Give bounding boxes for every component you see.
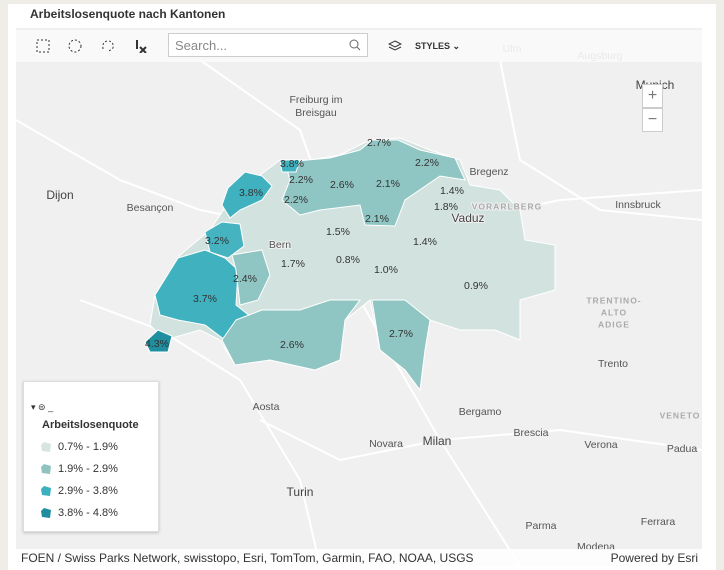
canton-label: 4.3% [145, 338, 169, 350]
styles-button[interactable]: STYLES ⌄ [415, 41, 461, 51]
legend-label: 3.8% - 4.8% [58, 507, 118, 519]
canton-label: 0.9% [464, 280, 488, 292]
place-label: TRENTINO- [586, 295, 641, 305]
attribution-bar: FOEN / Swiss Parks Network, swisstopo, E… [16, 549, 702, 566]
place-label: Ferrara [641, 516, 676, 528]
attribution: FOEN / Swiss Parks Network, swisstopo, E… [21, 551, 474, 565]
search-placeholder: Search... [175, 38, 228, 53]
place-label: Breisgau [295, 107, 337, 119]
place-label: Dijon [46, 188, 73, 202]
canton-label: 2.1% [365, 213, 389, 225]
layers-icon[interactable] [388, 39, 402, 53]
canton-label: 1.5% [326, 226, 350, 238]
legend: ▾ ⊜ _ Arbeitslosenquote 0.7% - 1.9% 1.9% … [23, 381, 159, 532]
legend-layer: _ [48, 402, 54, 412]
cantons [144, 137, 556, 392]
place-label: VENETO [660, 410, 701, 420]
clear-selection[interactable] [134, 39, 148, 53]
zoom-out[interactable]: − [642, 108, 663, 132]
canton-label: 2.2% [284, 194, 308, 206]
place-label: Trento [598, 358, 628, 370]
legend-swatch [41, 486, 51, 496]
canton-label: 2.6% [330, 179, 354, 191]
canton-label: 2.2% [415, 157, 439, 169]
legend-label: 0.7% - 1.9% [58, 441, 118, 453]
search-box[interactable]: Search... [168, 33, 368, 57]
canton-label: 2.2% [289, 174, 313, 186]
legend-label: 1.9% - 2.9% [58, 463, 118, 475]
select-circle[interactable] [68, 39, 82, 53]
place-label: Verona [584, 439, 617, 451]
place-label: Brescia [513, 427, 548, 439]
canton-label: 3.8% [280, 158, 304, 170]
select-lasso[interactable] [101, 39, 115, 53]
canton-label: 3.2% [205, 235, 229, 247]
canton-label: 2.4% [233, 273, 257, 285]
place-label: Innsbruck [615, 199, 661, 211]
canton-label: 2.7% [367, 137, 391, 149]
place-label: Parma [526, 520, 557, 532]
legend-swatch [41, 508, 51, 518]
place-label: Vaduz [451, 211, 484, 225]
legend-toggle[interactable]: ▾ ⊜ _ [31, 402, 54, 412]
widget-title: Arbeitslosenquote nach Kantonen [30, 7, 226, 21]
select-rect[interactable] [36, 39, 50, 53]
place-label: Besançon [127, 202, 174, 214]
place-label: Turin [287, 485, 314, 499]
canton-label: 1.4% [440, 185, 464, 197]
place-label: Aosta [253, 401, 280, 413]
canton-label: 0.8% [336, 254, 360, 266]
place-label: Bergamo [459, 406, 502, 418]
place-label: Milan [423, 434, 452, 448]
legend-swatch [41, 464, 51, 474]
place-label: Bregenz [469, 166, 508, 178]
canton-label: 1.0% [374, 264, 398, 276]
place-label: ADIGE [598, 319, 630, 329]
place-label: Bern [269, 239, 291, 251]
styles-label: STYLES [415, 41, 451, 51]
canton-label: 3.7% [193, 293, 217, 305]
place-label: ALTO [601, 307, 627, 317]
place-label: Freiburg im [289, 94, 342, 106]
search-icon[interactable] [349, 39, 361, 51]
place-label: VORARLBERG [472, 201, 542, 211]
canton-label: 2.6% [280, 339, 304, 351]
legend-swatch [41, 442, 51, 452]
canton-label: 1.4% [413, 236, 437, 248]
canton-label: 3.8% [239, 187, 263, 199]
legend-title: Arbeitslosenquote [42, 419, 139, 431]
place-label: Padua [667, 443, 698, 455]
zoom-in[interactable]: + [642, 84, 663, 108]
canton-label: 1.8% [434, 201, 458, 213]
powered-by: Powered by Esri [610, 551, 698, 565]
canton-label: 2.1% [376, 178, 400, 190]
canton-label: 1.7% [281, 258, 305, 270]
legend-label: 2.9% - 3.8% [58, 485, 118, 497]
place-label: Novara [369, 438, 403, 450]
canton-label: 2.7% [389, 328, 413, 340]
